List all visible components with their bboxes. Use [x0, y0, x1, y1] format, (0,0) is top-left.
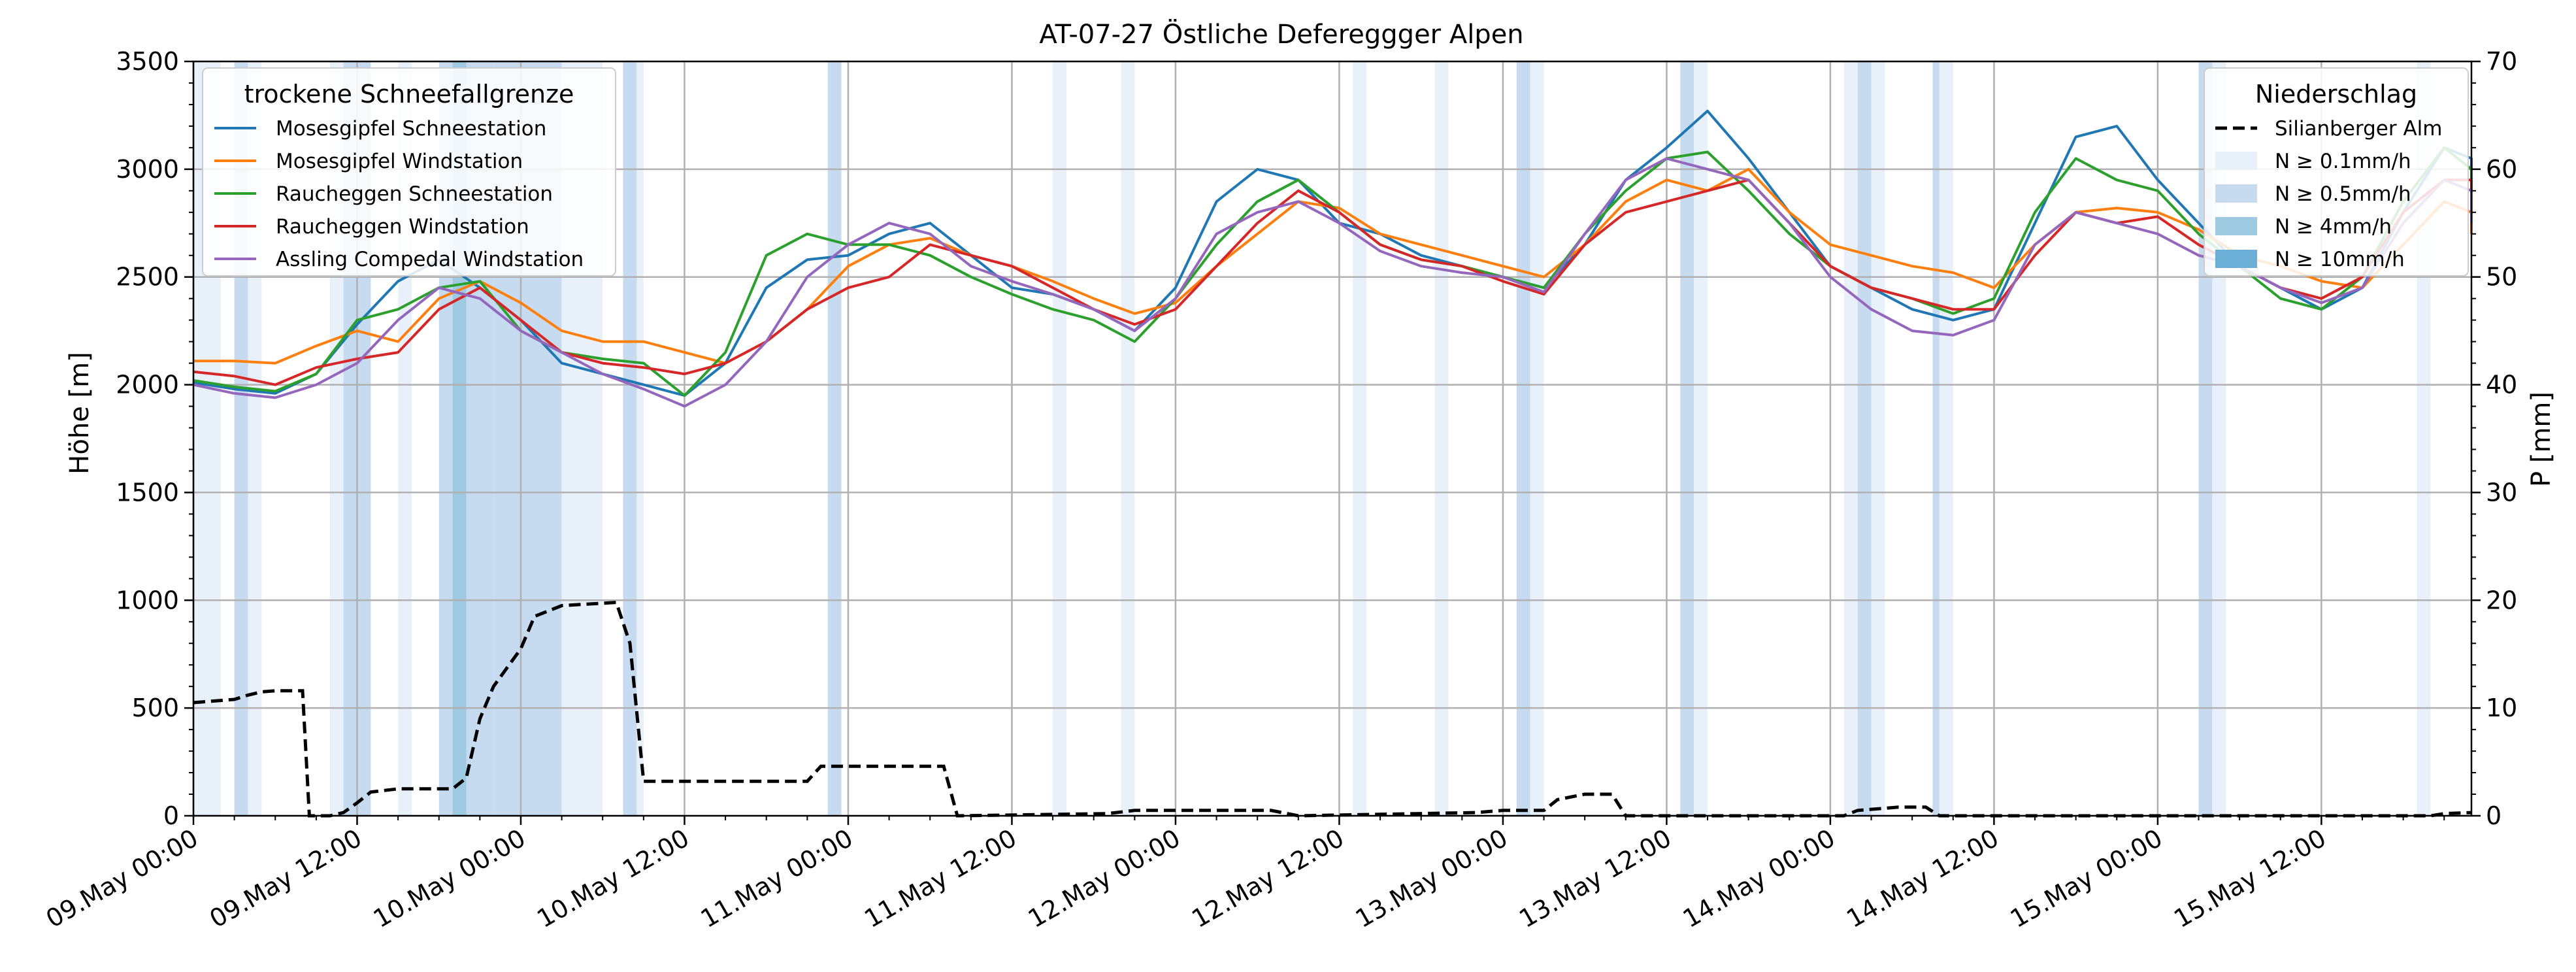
- precip-band: [1843, 61, 1858, 816]
- legend-left-box: [202, 67, 616, 277]
- legend-band-swatch-4: [2215, 250, 2257, 268]
- precip-band: [623, 61, 637, 816]
- y-axis-left: 0 500 1000 1500 2000 2500 3000 3500: [116, 47, 193, 830]
- y2-tick-label: 20: [2486, 586, 2517, 614]
- y2-tick-label: 60: [2486, 155, 2517, 184]
- x-tick-label: 14.May 12:00: [1841, 824, 2004, 933]
- y2-tick-label: 40: [2486, 371, 2517, 399]
- precip-band: [1932, 61, 1940, 816]
- legend-band-label-1: N ≥ 0.1mm/h: [2275, 150, 2411, 173]
- snowfall-series: [193, 109, 2473, 408]
- legend-label-3: Raucheggen Schneestation: [276, 182, 553, 206]
- precip-band: [1434, 61, 1449, 816]
- y-tick-label: 0: [163, 801, 179, 830]
- x-tick-label: 12.May 12:00: [1187, 824, 1349, 933]
- precip-band: [1530, 61, 1544, 816]
- legend-label-2: Mosesgipfel Windstation: [276, 150, 523, 173]
- legend-label-4: Raucheggen Windstation: [276, 215, 529, 239]
- precip-band: [1694, 61, 1708, 816]
- precip-band: [1121, 61, 1135, 816]
- legend-band-label-2: N ≥ 0.5mm/h: [2275, 182, 2411, 206]
- x-tick-label: 13.May 12:00: [1514, 824, 1676, 933]
- precip-band: [1680, 61, 1694, 816]
- x-tick-label: 10.May 00:00: [369, 824, 531, 933]
- legend-band-label-4: N ≥ 10mm/h: [2275, 248, 2405, 271]
- x-tick-label: 13.May 00:00: [1351, 824, 1513, 933]
- y-tick-label: 2500: [116, 263, 179, 292]
- legend-right-title: Niederschlag: [2255, 80, 2417, 109]
- x-tick-label: 11.May 12:00: [859, 824, 1021, 933]
- y-tick-label: 1000: [116, 586, 179, 614]
- x-axis: 09.May 00:00 09.May 12:00 10.May 00:00 10.M…: [41, 816, 2445, 933]
- x-tick-label: 14.May 00:00: [1678, 824, 1840, 933]
- series-line-4: [193, 178, 2473, 386]
- precip-band: [636, 61, 644, 816]
- x-tick-label: 11.May 00:00: [696, 824, 858, 933]
- x-tick-label: 09.May 00:00: [41, 824, 203, 933]
- x-tick-label: 09.May 12:00: [205, 824, 367, 933]
- y2-tick-label: 10: [2486, 694, 2517, 722]
- x-tick-label: 15.May 12:00: [2169, 824, 2331, 933]
- legend-left-title: trockene Schneefallgrenze: [244, 80, 574, 109]
- y-tick-label: 3500: [116, 47, 179, 76]
- y-tick-label: 500: [131, 694, 179, 722]
- legend-label-1: Mosesgipfel Schneestation: [276, 117, 546, 141]
- precip-band: [1871, 61, 1885, 816]
- legend-right-box: [2204, 67, 2469, 277]
- legend-precip-line-label: Silianberger Alm: [2275, 117, 2442, 141]
- y2-tick-label: 30: [2486, 478, 2517, 507]
- legend-snowfall: trockene Schneefallgrenze Mosesgipfel Sc…: [202, 67, 616, 277]
- y-axis-right: 0 10 20 30 40 50 60 70: [2471, 47, 2517, 830]
- series-line-2: [193, 167, 2473, 365]
- legend-band-label-3: N ≥ 4mm/h: [2275, 215, 2392, 239]
- precip-band: [1516, 61, 1530, 816]
- y-tick-label: 2000: [116, 371, 179, 399]
- y-tick-label: 1500: [116, 478, 179, 507]
- y-axis-title: Höhe [m]: [65, 352, 95, 474]
- y2-tick-label: 70: [2486, 47, 2517, 76]
- x-tick-label: 12.May 00:00: [1023, 824, 1185, 933]
- y2-tick-label: 50: [2486, 263, 2517, 292]
- legend-label-5: Assling Compedal Windstation: [276, 248, 584, 271]
- chart-title: AT-07-27 Östliche Defereggger Alpen: [1039, 18, 1523, 50]
- x-tick-label: 15.May 00:00: [2006, 824, 2168, 933]
- precip-band: [1353, 61, 1367, 816]
- precip-band: [1053, 61, 1066, 816]
- precip-band: [1939, 61, 1953, 816]
- precip-band: [1857, 61, 1872, 816]
- y2-axis-title: P [mm]: [2526, 392, 2556, 487]
- precip-band: [827, 61, 842, 816]
- plot-frame: [192, 60, 2473, 817]
- legend-precip: Niederschlag Silianberger Alm N ≥ 0.1mm/h…: [2204, 67, 2469, 277]
- legend-band-swatch-3: [2215, 217, 2257, 235]
- legend-band-swatch-2: [2215, 184, 2257, 203]
- legend-band-swatch-1: [2215, 152, 2257, 170]
- y-tick-label: 3000: [116, 155, 179, 184]
- y2-tick-label: 0: [2486, 801, 2502, 830]
- series-line-5: [193, 157, 2473, 408]
- x-tick-label: 10.May 12:00: [532, 824, 694, 933]
